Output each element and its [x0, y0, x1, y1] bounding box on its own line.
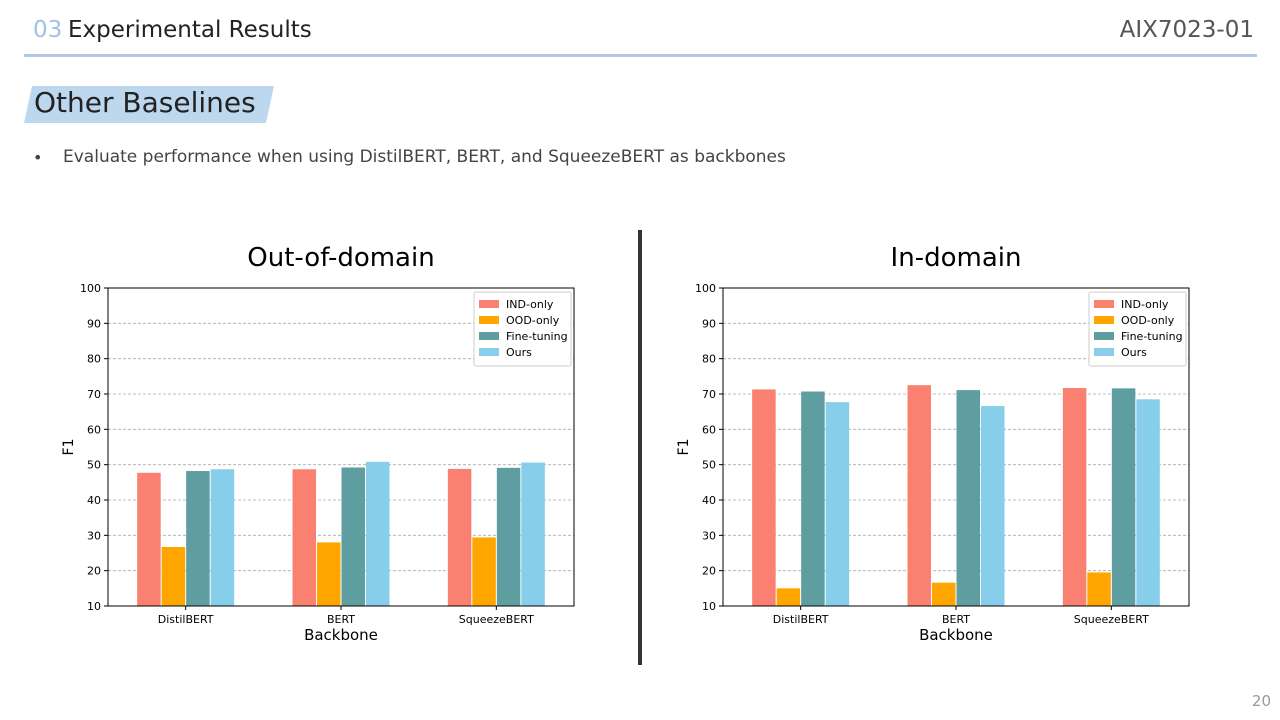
chart0-y-tick-label: 60	[87, 423, 101, 436]
chart1-y-tick-label: 20	[702, 565, 716, 578]
chart1-y-tick-label: 40	[702, 494, 716, 507]
chart0-y-tick-label: 100	[80, 282, 101, 295]
chart-in-domain: In-domain 10 20 30 40 50 60 70 80 90 100 DistilBERT…	[676, 243, 1190, 644]
chart1-bar-ours-squeezebert	[1136, 399, 1160, 606]
bullet-marker: •	[33, 148, 43, 167]
chart1-legend-swatch	[1094, 332, 1114, 340]
chart1-legend-label: Fine-tuning	[1121, 330, 1183, 343]
chart0-y-tick-label: 30	[87, 529, 101, 542]
chart0-y-axis-label: F1	[61, 439, 77, 456]
chart1-x-tick-label: SqueezeBERT	[1074, 613, 1149, 626]
chart1-bar-ind-only-bert	[907, 385, 931, 606]
chart0-x-axis-label: Backbone	[304, 626, 378, 644]
chart1-y-tick-label: 70	[702, 388, 716, 401]
chart1-y-tick-label: 10	[702, 600, 716, 613]
chart0-bar-fine-tuning-distilbert	[186, 471, 210, 606]
section-title: Experimental Results	[68, 17, 312, 43]
chart0-title: Out-of-domain	[247, 243, 434, 273]
chart1-bar-ind-only-squeezebert	[1062, 387, 1087, 606]
chart1-legend-swatch	[1094, 300, 1114, 308]
chart0-y-tick-label: 10	[87, 600, 101, 613]
chart0-legend-swatch	[479, 316, 499, 324]
chart0-bar-ood-only-distilbert	[161, 546, 186, 606]
chart-out-of-domain: Out-of-domain 10 20 30 40 50 60 70 80 90 100 Distil…	[61, 243, 575, 644]
chart0-legend-swatch	[479, 300, 499, 308]
page-number: 20	[1251, 692, 1271, 710]
chart1-x-axis-label: Backbone	[919, 626, 993, 644]
chart1-bar-ood-only-bert	[932, 582, 956, 606]
chart1-bar-ours-bert	[981, 406, 1005, 606]
course-code: AIX7023-01	[1119, 17, 1254, 43]
chart1-plot-frame	[722, 287, 1190, 607]
chart0-x-tick-label: DistilBERT	[158, 613, 214, 626]
chart0-legend-label: Fine-tuning	[506, 330, 568, 343]
chart1-y-tick-label: 90	[702, 317, 716, 330]
chart1-legend-label: IND-only	[1121, 298, 1169, 311]
chart0-x-tick-label: SqueezeBERT	[459, 613, 534, 626]
chart0-bar-ours-bert	[366, 461, 390, 606]
chart0-legend-label: Ours	[506, 346, 532, 359]
chart0-legend-label: IND-only	[506, 298, 554, 311]
chart0-bar-fine-tuning-bert	[341, 467, 365, 606]
chart1-bar-ours-distilbert	[825, 402, 850, 606]
chart0-bar-ind-only-bert	[292, 469, 316, 606]
chart1-y-tick-label: 50	[702, 459, 716, 472]
chart0-y-tick-label: 90	[87, 317, 101, 330]
section-number: 03	[33, 17, 63, 43]
chart0-legend-label: OOD-only	[506, 314, 560, 327]
chart0-bar-ours-distilbert	[210, 469, 235, 606]
title-highlight	[24, 86, 274, 123]
chart0-plot-frame	[107, 287, 575, 607]
chart0-y-tick-label: 80	[87, 353, 101, 366]
chart1-legend-swatch	[1094, 316, 1114, 324]
chart0-bar-fine-tuning-squeezebert	[496, 467, 521, 606]
bullet-text: Evaluate performance when using DistilBE…	[63, 147, 786, 167]
chart1-x-tick-label: BERT	[942, 613, 970, 626]
chart0-legend-box	[473, 291, 572, 367]
chart0-x-tick-label: BERT	[327, 613, 355, 626]
chart1-y-tick-label: 80	[702, 353, 716, 366]
chart0-bar-ood-only-bert	[317, 542, 341, 606]
chart0-y-tick-label: 50	[87, 459, 101, 472]
chart1-bar-ood-only-distilbert	[776, 588, 801, 606]
chart1-y-tick-label: 60	[702, 423, 716, 436]
chart0-bar-ind-only-distilbert	[137, 472, 161, 606]
page-title: Other Baselines	[34, 86, 256, 119]
chart0-bar-ood-only-squeezebert	[472, 537, 496, 606]
chart1-legend-swatch	[1094, 348, 1114, 356]
chart1-bar-fine-tuning-bert	[956, 390, 980, 606]
chart1-x-tick-label: DistilBERT	[773, 613, 829, 626]
chart0-y-tick-label: 40	[87, 494, 101, 507]
chart1-legend-box	[1088, 291, 1187, 367]
chart0-y-tick-label: 70	[87, 388, 101, 401]
chart1-legend-label: OOD-only	[1121, 314, 1175, 327]
chart0-bar-ind-only-squeezebert	[447, 468, 472, 606]
chart-divider	[638, 230, 642, 665]
chart1-bar-ood-only-squeezebert	[1087, 572, 1111, 606]
chart0-bar-ours-squeezebert	[521, 462, 545, 606]
chart1-y-axis-label: F1	[676, 439, 692, 456]
chart1-bar-fine-tuning-distilbert	[801, 391, 825, 606]
header-divider	[24, 54, 1257, 57]
chart1-bar-fine-tuning-squeezebert	[1111, 388, 1136, 606]
chart0-y-tick-label: 20	[87, 565, 101, 578]
chart1-bar-ind-only-distilbert	[752, 389, 776, 606]
chart0-legend-swatch	[479, 332, 499, 340]
chart1-y-tick-label: 100	[695, 282, 716, 295]
chart1-legend-label: Ours	[1121, 346, 1147, 359]
chart0-legend-swatch	[479, 348, 499, 356]
chart1-y-tick-label: 30	[702, 529, 716, 542]
chart1-title: In-domain	[891, 243, 1022, 273]
